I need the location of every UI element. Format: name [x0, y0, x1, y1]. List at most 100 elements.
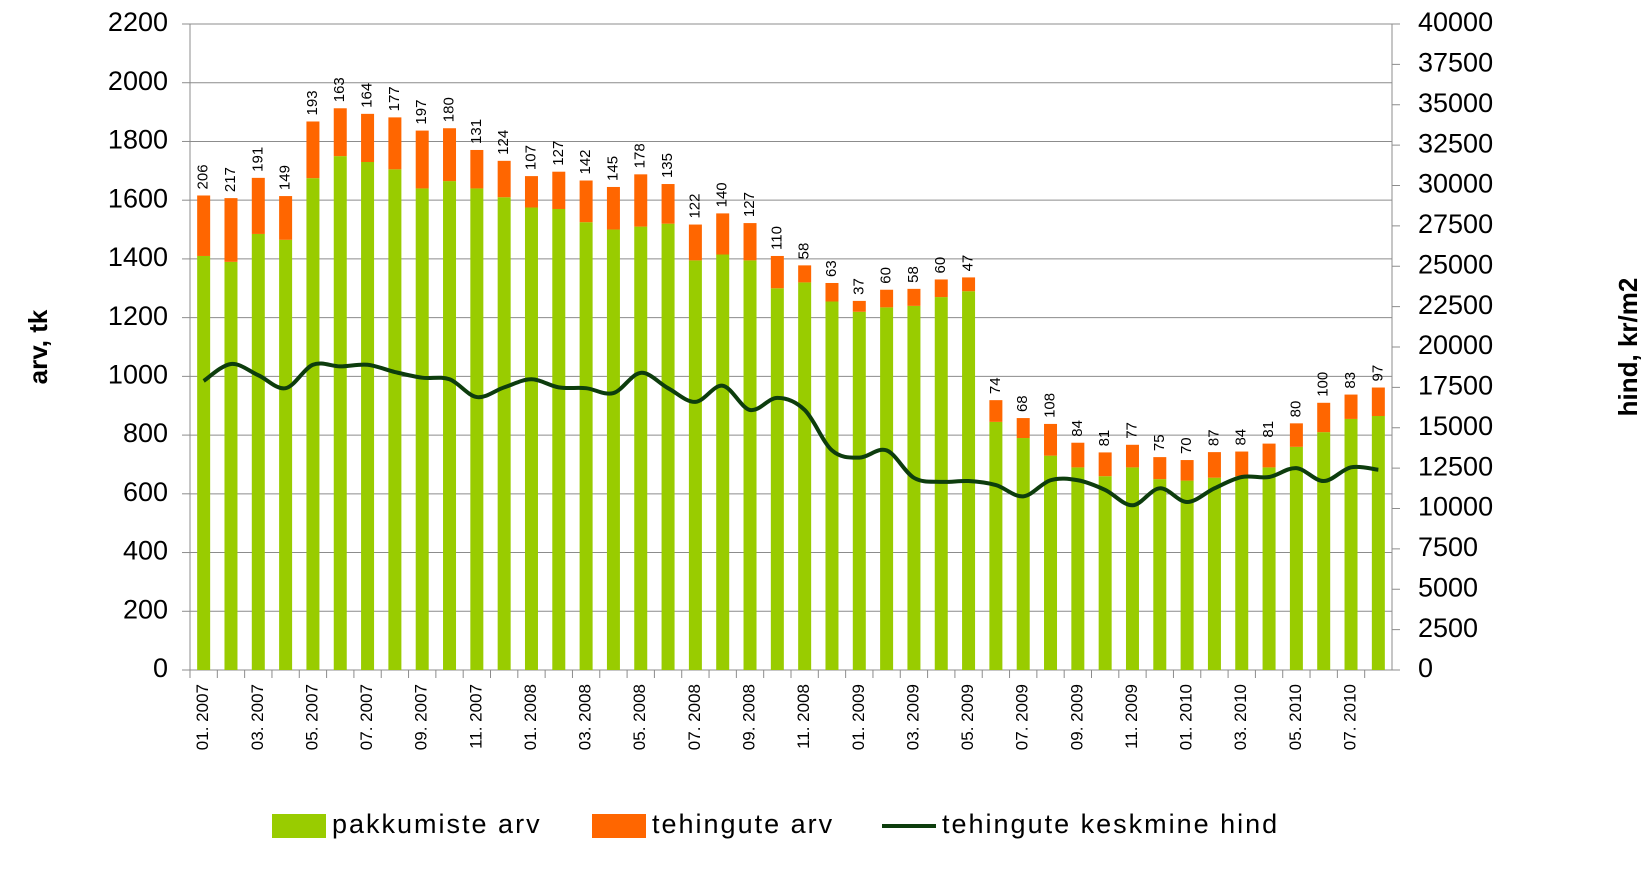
- y2-tick-label: 37500: [1418, 48, 1493, 78]
- x-tick-label: 03. 2008: [576, 684, 595, 750]
- bar-segment: [716, 254, 730, 670]
- y-tick-label: 0: [153, 653, 168, 683]
- data-label: 58: [796, 243, 813, 260]
- bar-segment: [852, 300, 866, 312]
- bar-segment: [798, 282, 812, 670]
- bar-segment: [415, 188, 429, 670]
- legend-swatch: [272, 814, 326, 838]
- bar-segment: [634, 226, 648, 671]
- legend-label: pakkumiste arv: [332, 809, 542, 839]
- data-label: 193: [304, 90, 321, 115]
- y-tick-label: 1000: [108, 359, 168, 389]
- data-label: 142: [577, 149, 594, 174]
- bar-segment: [388, 117, 402, 170]
- data-label: 122: [686, 194, 703, 219]
- bar-segment: [1180, 460, 1194, 481]
- x-tick-label: 11. 2008: [794, 684, 813, 749]
- data-label: 47: [960, 255, 977, 272]
- y-tick-label: 1800: [108, 125, 168, 155]
- bar-segment: [1289, 446, 1303, 670]
- bar-segment: [716, 213, 730, 255]
- bar-segment: [934, 279, 948, 298]
- x-tick-label: 07. 2008: [685, 684, 704, 750]
- x-tick-label: 01. 2008: [521, 684, 540, 750]
- bar-segment: [1235, 476, 1249, 670]
- data-label: 80: [1287, 401, 1304, 418]
- bar-segment: [606, 186, 620, 230]
- x-tick-label: 03. 2010: [1231, 684, 1250, 750]
- bar-segment: [306, 121, 320, 179]
- bar-segment: [361, 162, 375, 670]
- x-tick-label: 01. 2009: [849, 684, 868, 750]
- data-label: 131: [468, 119, 485, 144]
- x-tick-label: 05. 2007: [302, 684, 321, 750]
- data-label: 70: [1178, 437, 1195, 454]
- bar-segment: [497, 160, 511, 198]
- bar-segment: [770, 288, 784, 670]
- data-label: 97: [1369, 365, 1386, 382]
- bar-segment: [1125, 444, 1139, 468]
- x-tick-label: 05. 2008: [630, 684, 649, 750]
- y2-tick-label: 30000: [1418, 169, 1493, 199]
- data-label: 77: [1123, 422, 1140, 439]
- bar-segment: [361, 113, 375, 163]
- bar-segment: [825, 301, 839, 670]
- x-tick-label: 01. 2010: [1177, 684, 1196, 750]
- x-tick-label: 09. 2008: [740, 684, 759, 750]
- y-tick-label: 400: [123, 536, 168, 566]
- bar-segment: [197, 195, 211, 256]
- bar-segment: [333, 108, 347, 157]
- bar-segment: [661, 184, 675, 224]
- bar-segment: [825, 282, 839, 302]
- bar-segment: [579, 222, 593, 671]
- bar-segment: [1071, 442, 1085, 468]
- bar-segment: [661, 223, 675, 670]
- data-label: 127: [741, 192, 758, 217]
- legend-label: tehingute arv: [652, 809, 834, 839]
- data-label: 206: [195, 164, 212, 189]
- bar-segment: [1317, 432, 1331, 670]
- bar-segment: [852, 311, 866, 670]
- x-tick-label: 05. 2010: [1286, 684, 1305, 750]
- bar-segment: [251, 233, 265, 670]
- y2-tick-label: 0: [1418, 653, 1433, 683]
- bar-segment: [1371, 387, 1385, 417]
- bar-segment: [1016, 438, 1030, 670]
- bar-segment: [1016, 418, 1030, 439]
- bar-segment: [1044, 455, 1058, 670]
- data-label: 107: [522, 145, 539, 170]
- y2-tick-label: 40000: [1418, 7, 1493, 37]
- x-tick-label: 03. 2009: [903, 684, 922, 750]
- data-label: 75: [1151, 434, 1168, 451]
- bar-segment: [743, 260, 757, 670]
- bar-segment: [279, 239, 293, 670]
- bar-segment: [1317, 402, 1331, 433]
- data-label: 217: [222, 167, 239, 192]
- data-label: 197: [413, 100, 430, 125]
- bar-segment: [1125, 467, 1139, 670]
- x-tick-label: 05. 2009: [958, 684, 977, 750]
- data-label: 81: [1096, 430, 1113, 447]
- data-label: 145: [604, 156, 621, 181]
- bar-segment: [1153, 457, 1167, 480]
- bar-segment: [333, 156, 347, 671]
- y2-tick-label: 25000: [1418, 249, 1493, 279]
- y2-tick-label: 27500: [1418, 209, 1493, 239]
- y2-tick-label: 32500: [1418, 128, 1493, 158]
- legend-swatch: [592, 814, 646, 838]
- bar-segment: [579, 180, 593, 223]
- y2-tick-label: 12500: [1418, 451, 1493, 481]
- bar-segment: [415, 130, 429, 189]
- bar-segment: [224, 198, 238, 262]
- bar-segment: [1044, 423, 1058, 456]
- bar-segment: [688, 260, 702, 670]
- y2-tick-label: 17500: [1418, 371, 1493, 401]
- bar-segment: [443, 181, 457, 670]
- x-tick-label: 07. 2007: [357, 684, 376, 750]
- y-tick-label: 200: [123, 594, 168, 624]
- data-label: 63: [823, 260, 840, 277]
- bar-segment: [251, 177, 265, 234]
- y2-tick-label: 15000: [1418, 411, 1493, 441]
- data-label: 81: [1260, 421, 1277, 438]
